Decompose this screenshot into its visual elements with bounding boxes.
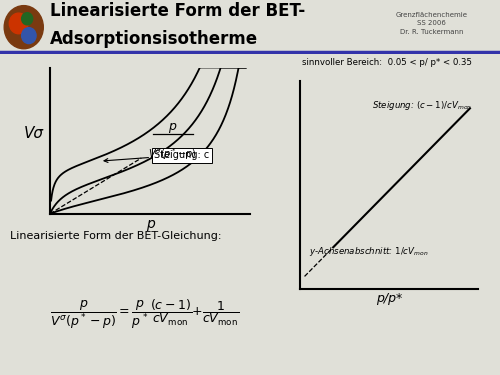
Text: Linearisierte Form der BET-Gleichung:: Linearisierte Form der BET-Gleichung: <box>10 231 222 241</box>
Text: y-Achsenabschnitt: $1/cV_{mon}$: y-Achsenabschnitt: $1/cV_{mon}$ <box>309 245 428 258</box>
Text: Grenzflächenchemie
SS 2006
Dr. R. Tuckermann: Grenzflächenchemie SS 2006 Dr. R. Tucker… <box>395 12 467 34</box>
X-axis label: p: p <box>146 216 154 231</box>
Circle shape <box>22 28 36 44</box>
Text: $V^{\sigma}(p^*\!-\!p)$: $V^{\sigma}(p^*\!-\!p)$ <box>148 146 197 162</box>
Text: Linearisierte Form der BET-: Linearisierte Form der BET- <box>50 2 305 20</box>
Text: $p$: $p$ <box>168 121 177 135</box>
Circle shape <box>22 13 32 25</box>
Text: $\dfrac{p}{V^{\sigma}(p^*-p)}$$= \dfrac{p}{p^*} \dfrac{(c-1)}{cV_{\mathrm{mon}}}: $\dfrac{p}{V^{\sigma}(p^*-p)}$$= \dfrac{… <box>50 297 240 331</box>
Circle shape <box>10 13 28 34</box>
Circle shape <box>4 6 43 49</box>
Text: Adsorptionsisotherme: Adsorptionsisotherme <box>50 30 258 48</box>
Y-axis label: Vσ: Vσ <box>24 126 44 141</box>
Text: sinnvoller Bereich:  0.05 < p/ p* < 0.35: sinnvoller Bereich: 0.05 < p/ p* < 0.35 <box>302 58 472 67</box>
Text: Steigung: c: Steigung: c <box>104 150 209 162</box>
X-axis label: p/p*: p/p* <box>376 291 402 304</box>
Text: Steigung: $(c-1)/cV_{mon}$: Steigung: $(c-1)/cV_{mon}$ <box>372 99 472 112</box>
